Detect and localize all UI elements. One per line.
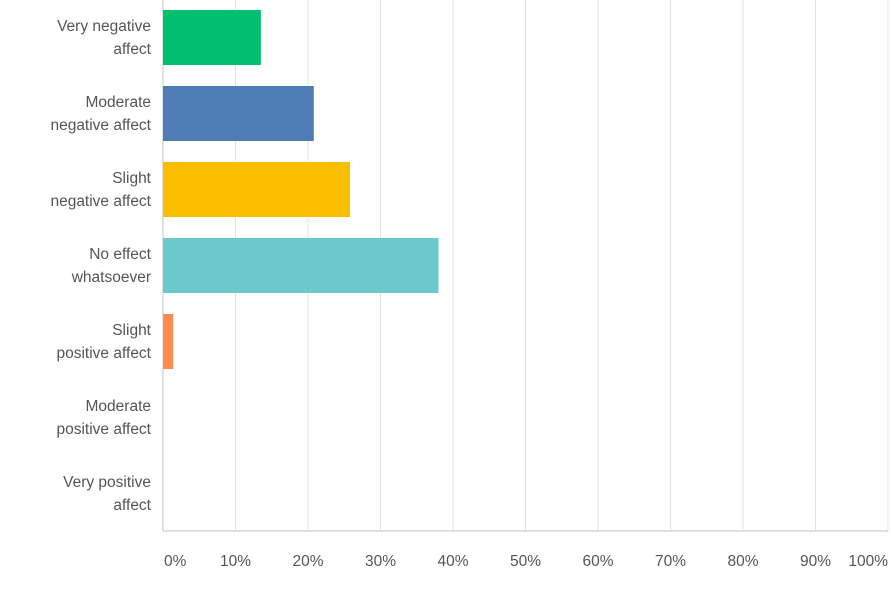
category-label-1-line-1: negative affect: [50, 117, 151, 134]
category-label-3-line-1: whatsoever: [71, 269, 151, 286]
x-tick-label-90: 90%: [800, 553, 831, 570]
x-tick-label-70: 70%: [655, 553, 686, 570]
category-label-5-line-0: Moderate: [86, 398, 151, 415]
x-tick-label-30: 30%: [365, 553, 396, 570]
bar-3[interactable]: [163, 238, 439, 293]
category-label-4-line-0: Slight: [112, 322, 151, 339]
category-label-2-line-1: negative affect: [50, 193, 151, 210]
x-tick-label-10: 10%: [220, 553, 251, 570]
x-tick-label-0: 0%: [164, 553, 187, 570]
bars: [163, 10, 439, 369]
bar-2[interactable]: [163, 162, 351, 217]
x-tick-labels: 0% 10% 20% 30% 40% 50% 60% 70% 80% 90% 100%: [164, 553, 888, 570]
category-label-2-line-0: Slight: [112, 170, 151, 187]
x-tick-label-40: 40%: [437, 553, 468, 570]
bar-1[interactable]: [163, 86, 314, 141]
category-label-5-line-1: positive affect: [57, 421, 152, 438]
category-labels: Very negative affect Moderate negative affe…: [50, 18, 151, 514]
category-label-0-line-1: affect: [113, 41, 151, 58]
x-tick-label-80: 80%: [727, 553, 758, 570]
bar-4[interactable]: [163, 314, 174, 369]
category-label-4-line-1: positive affect: [57, 345, 152, 362]
category-label-1-line-0: Moderate: [86, 94, 151, 111]
x-tick-label-100: 100%: [848, 553, 888, 570]
x-tick-label-20: 20%: [292, 553, 323, 570]
category-label-6-line-0: Very positive: [63, 474, 151, 491]
bar-0[interactable]: [163, 10, 261, 65]
x-tick-label-60: 60%: [582, 553, 613, 570]
category-label-3-line-0: No effect: [89, 246, 151, 263]
x-tick-label-50: 50%: [510, 553, 541, 570]
category-label-6-line-1: affect: [113, 497, 151, 514]
category-label-0-line-0: Very negative: [57, 18, 151, 35]
